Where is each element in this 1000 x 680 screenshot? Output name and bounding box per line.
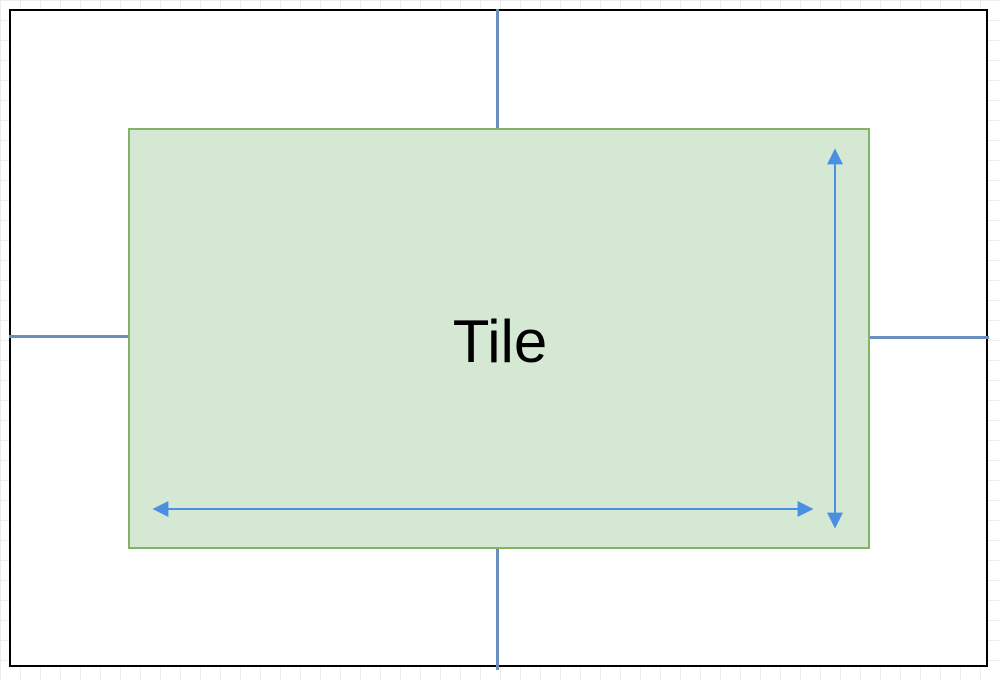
connector-top[interactable] [496,9,499,129]
connector-bottom[interactable] [496,548,499,670]
tile-label: Tile [452,308,548,375]
connector-left[interactable] [9,335,129,338]
tile-box[interactable] [128,128,870,549]
connector-right[interactable] [869,336,989,339]
